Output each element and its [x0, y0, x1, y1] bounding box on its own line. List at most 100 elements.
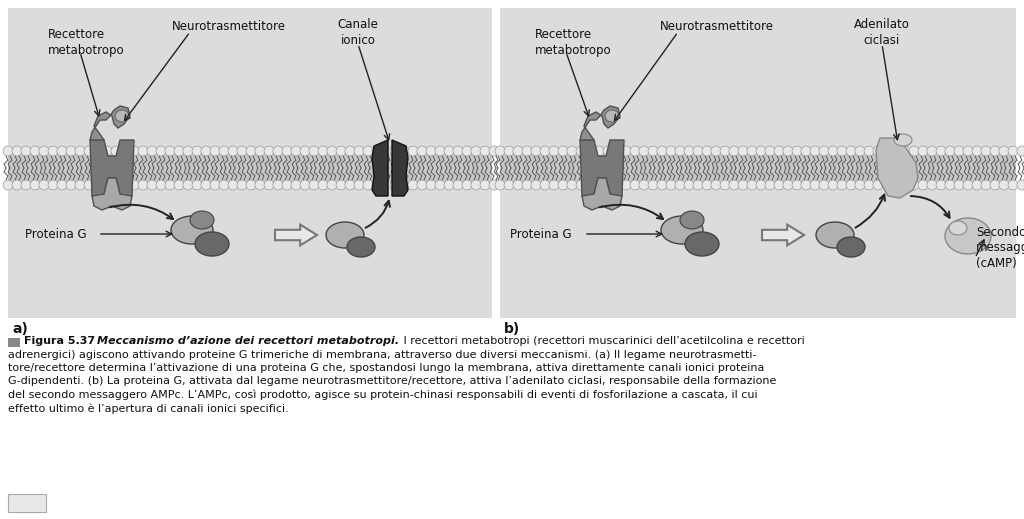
Circle shape: [855, 146, 865, 156]
Circle shape: [711, 146, 721, 156]
Circle shape: [273, 146, 283, 156]
Circle shape: [390, 146, 400, 156]
Circle shape: [1008, 180, 1018, 190]
Circle shape: [165, 146, 175, 156]
Circle shape: [675, 146, 685, 156]
Circle shape: [963, 180, 973, 190]
Circle shape: [648, 180, 658, 190]
Circle shape: [354, 146, 364, 156]
Circle shape: [237, 180, 247, 190]
Circle shape: [1017, 146, 1024, 156]
Circle shape: [693, 146, 703, 156]
Circle shape: [129, 180, 139, 190]
Circle shape: [567, 146, 577, 156]
Circle shape: [936, 180, 946, 190]
Circle shape: [462, 146, 472, 156]
Text: Proteina G: Proteina G: [510, 227, 571, 240]
Circle shape: [594, 180, 604, 190]
Circle shape: [228, 180, 238, 190]
Circle shape: [282, 180, 292, 190]
Circle shape: [84, 146, 94, 156]
Circle shape: [594, 146, 604, 156]
Text: Canale
ionico: Canale ionico: [338, 18, 379, 47]
Circle shape: [66, 146, 76, 156]
Ellipse shape: [326, 222, 364, 248]
Circle shape: [927, 180, 937, 190]
Circle shape: [549, 146, 559, 156]
Circle shape: [936, 146, 946, 156]
Circle shape: [864, 180, 874, 190]
Circle shape: [75, 146, 85, 156]
Circle shape: [48, 146, 58, 156]
Circle shape: [408, 146, 418, 156]
Circle shape: [291, 146, 301, 156]
Circle shape: [828, 146, 838, 156]
Circle shape: [828, 180, 838, 190]
Ellipse shape: [949, 221, 967, 235]
Circle shape: [792, 180, 802, 190]
Text: Neurotrasmettitore: Neurotrasmettitore: [660, 20, 774, 33]
Circle shape: [444, 146, 454, 156]
Circle shape: [765, 180, 775, 190]
Circle shape: [981, 180, 991, 190]
Circle shape: [882, 146, 892, 156]
Circle shape: [318, 146, 328, 156]
Circle shape: [219, 146, 229, 156]
Circle shape: [309, 146, 319, 156]
Circle shape: [621, 146, 631, 156]
Circle shape: [147, 180, 157, 190]
Circle shape: [399, 146, 409, 156]
Circle shape: [462, 180, 472, 190]
Circle shape: [783, 146, 793, 156]
Circle shape: [774, 146, 784, 156]
Circle shape: [801, 180, 811, 190]
Circle shape: [783, 180, 793, 190]
Circle shape: [30, 146, 40, 156]
Circle shape: [531, 180, 541, 190]
Circle shape: [693, 180, 703, 190]
Circle shape: [111, 180, 121, 190]
Circle shape: [147, 146, 157, 156]
Circle shape: [12, 146, 22, 156]
Circle shape: [756, 146, 766, 156]
Circle shape: [408, 180, 418, 190]
Ellipse shape: [195, 232, 229, 256]
Circle shape: [639, 180, 649, 190]
Circle shape: [1017, 180, 1024, 190]
Text: tore/recettore determina l’attivazione di una proteina G che, spostandosi lungo : tore/recettore determina l’attivazione d…: [8, 363, 764, 373]
Circle shape: [300, 180, 310, 190]
Circle shape: [801, 146, 811, 156]
Circle shape: [102, 146, 112, 156]
Circle shape: [738, 180, 748, 190]
Circle shape: [513, 180, 523, 190]
Circle shape: [480, 180, 490, 190]
Circle shape: [30, 180, 40, 190]
Circle shape: [327, 180, 337, 190]
Circle shape: [453, 180, 463, 190]
Text: adrenergici) agiscono attivando proteine G trimeriche di membrana, attraverso du: adrenergici) agiscono attivando proteine…: [8, 349, 757, 360]
Ellipse shape: [680, 211, 705, 229]
Circle shape: [846, 146, 856, 156]
Circle shape: [444, 180, 454, 190]
Circle shape: [945, 180, 955, 190]
Circle shape: [630, 146, 640, 156]
Circle shape: [513, 146, 523, 156]
Circle shape: [120, 146, 130, 156]
Circle shape: [522, 180, 532, 190]
Circle shape: [193, 146, 202, 156]
Circle shape: [612, 180, 622, 190]
Text: a): a): [12, 322, 28, 336]
Circle shape: [855, 180, 865, 190]
Circle shape: [864, 146, 874, 156]
Text: effetto ultimo è l’apertura di canali ionici specifici.: effetto ultimo è l’apertura di canali io…: [8, 403, 289, 414]
Circle shape: [237, 146, 247, 156]
Circle shape: [504, 146, 514, 156]
Circle shape: [900, 180, 910, 190]
Ellipse shape: [115, 110, 129, 122]
Circle shape: [345, 146, 355, 156]
Circle shape: [657, 146, 667, 156]
Circle shape: [746, 146, 757, 156]
Circle shape: [575, 180, 586, 190]
Circle shape: [567, 180, 577, 190]
Circle shape: [774, 180, 784, 190]
